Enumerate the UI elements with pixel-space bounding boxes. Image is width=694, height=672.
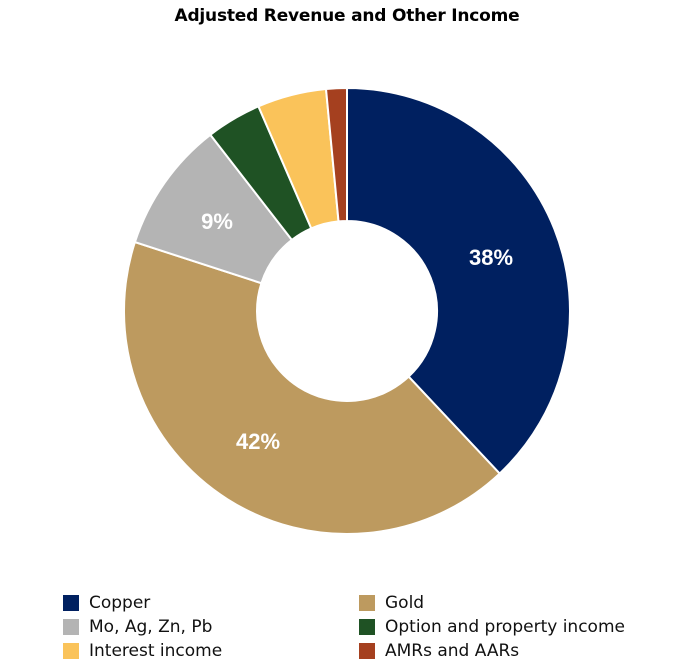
legend-swatch bbox=[63, 619, 79, 635]
donut-slices bbox=[123, 86, 571, 535]
legend-label: Mo, Ag, Zn, Pb bbox=[89, 617, 213, 637]
legend-item-amrs-aars: AMRs and AARs bbox=[359, 640, 519, 662]
legend-label: Interest income bbox=[89, 641, 223, 661]
slice-copper bbox=[346, 86, 571, 475]
donut-chart: 38% 42% 9% bbox=[123, 86, 571, 535]
legend-item-mo-ag-zn-pb: Mo, Ag, Zn, Pb bbox=[63, 616, 212, 638]
legend-item-copper: Copper bbox=[63, 592, 150, 614]
legend-label: Gold bbox=[385, 593, 425, 613]
slice-label: 9% bbox=[201, 209, 233, 234]
legend-label: Copper bbox=[89, 593, 151, 613]
legend-item-gold: Gold bbox=[359, 592, 424, 614]
legend-swatch bbox=[359, 643, 375, 659]
legend-item-interest: Interest income bbox=[63, 640, 222, 662]
legend-label: AMRs and AARs bbox=[385, 641, 520, 661]
slice-label: 38% bbox=[469, 245, 513, 270]
legend-swatch bbox=[63, 643, 79, 659]
legend-item-option-property: Option and property income bbox=[359, 616, 625, 638]
slice-gold bbox=[123, 240, 502, 535]
legend-swatch bbox=[63, 595, 79, 611]
legend-swatch bbox=[359, 619, 375, 635]
chart-title: Adjusted Revenue and Other Income bbox=[174, 6, 520, 26]
slice-amrs-and-aars bbox=[324, 86, 348, 223]
slice-labels: 38% 42% 9% bbox=[201, 209, 513, 454]
legend-swatch bbox=[359, 595, 375, 611]
slice-label: 42% bbox=[236, 429, 280, 454]
legend-label: Option and property income bbox=[385, 617, 625, 637]
